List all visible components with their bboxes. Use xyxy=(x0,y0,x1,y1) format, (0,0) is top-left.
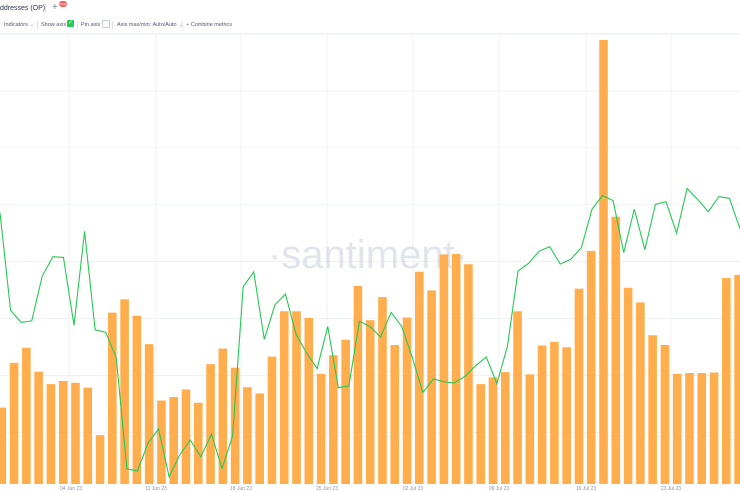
bar xyxy=(316,373,326,484)
checkmark-icon: ✓ xyxy=(67,20,74,26)
bar xyxy=(599,40,608,484)
chart-toolbar: Indicators ⌄ Show axis ✓ Pin axis Axis ma… xyxy=(0,17,740,34)
bar xyxy=(329,355,338,484)
combine-metrics-label: Combine metrics xyxy=(190,22,233,28)
bar xyxy=(22,347,31,484)
bar-series xyxy=(0,40,740,484)
toolbar-divider xyxy=(182,21,183,29)
bar xyxy=(415,271,424,484)
bar xyxy=(46,384,56,484)
metric-tab-bar: ddresses (OP) + NEW xyxy=(0,0,740,17)
bar xyxy=(108,312,117,484)
chevron-down-icon: ⌄ xyxy=(29,22,35,28)
axis-minmax-label: Axis max/min: Auto/Auto xyxy=(117,22,177,28)
bar xyxy=(34,371,43,484)
bar xyxy=(365,320,375,484)
bar xyxy=(672,373,682,484)
indicators-button[interactable]: Indicators ⌄ xyxy=(4,21,34,29)
bar xyxy=(648,335,657,484)
bar xyxy=(488,377,498,484)
x-tick-label: 25 Jun 23 xyxy=(316,486,338,492)
bar xyxy=(0,407,7,484)
bar xyxy=(513,311,522,484)
bar xyxy=(722,277,731,484)
toolbar-divider xyxy=(77,21,78,29)
x-tick-label: 04 Jun 23 xyxy=(60,486,82,492)
toolbar-divider xyxy=(37,21,38,29)
bar xyxy=(636,302,645,484)
bar xyxy=(58,380,68,484)
bar xyxy=(451,254,461,484)
add-metric-button[interactable]: + xyxy=(52,2,58,13)
new-badge: NEW xyxy=(59,1,67,7)
bar xyxy=(390,345,400,484)
bar xyxy=(574,288,584,484)
indicators-label: Indicators xyxy=(4,22,28,28)
bar xyxy=(734,274,740,484)
chevron-down-icon: ⌄ xyxy=(178,22,183,28)
x-tick-label: 23 Jul 23 xyxy=(661,486,682,492)
combine-icon: + xyxy=(186,22,190,28)
x-axis-ticks: 04 Jun 23 11 Jun 23 18 Jun 23 25 Jun 23 02 J… xyxy=(60,486,681,492)
bar xyxy=(83,387,93,484)
bar xyxy=(537,345,547,484)
axis-minmax-button[interactable]: Axis max/min: Auto/Auto ⌄ xyxy=(117,21,183,29)
bar xyxy=(660,345,670,484)
show-axis-label: Show axis xyxy=(41,22,67,28)
bar xyxy=(623,287,633,484)
metric-tab-label[interactable]: ddresses (OP) xyxy=(0,5,46,12)
bar xyxy=(685,373,694,484)
x-tick-label: 18 Jun 23 xyxy=(230,486,252,492)
bar xyxy=(144,344,154,484)
x-tick-label: 11 Jun 23 xyxy=(145,486,167,492)
x-tick-label: 02 Jul 23 xyxy=(403,486,424,492)
bar xyxy=(71,382,80,484)
bar xyxy=(353,285,363,484)
bar xyxy=(304,317,314,484)
bar xyxy=(9,362,19,484)
bar xyxy=(464,264,473,484)
bar xyxy=(230,367,240,484)
bar xyxy=(525,374,535,484)
bar xyxy=(279,311,289,484)
toolbar-divider xyxy=(112,21,113,29)
bar xyxy=(95,435,105,484)
bar xyxy=(181,389,191,484)
pin-axis-label: Pin axis xyxy=(81,22,101,28)
bar xyxy=(709,372,719,484)
bar xyxy=(243,387,252,484)
bar xyxy=(378,297,387,484)
bar xyxy=(439,254,449,484)
bar xyxy=(267,356,277,484)
bar xyxy=(550,341,559,484)
bar xyxy=(341,339,350,484)
bar xyxy=(402,317,412,484)
bar xyxy=(255,393,264,484)
tab-separator xyxy=(45,4,46,14)
bar xyxy=(697,373,707,484)
bar xyxy=(206,364,215,484)
bar xyxy=(169,396,179,484)
x-tick-label: 09 Jul 23 xyxy=(489,486,510,492)
bar xyxy=(586,250,596,484)
line-series xyxy=(0,187,740,479)
bar xyxy=(292,311,301,484)
pin-axis-checkbox[interactable] xyxy=(102,20,110,28)
bar xyxy=(611,216,621,484)
combine-metrics-button[interactable]: + Combine metrics xyxy=(186,21,232,29)
bar xyxy=(500,372,510,484)
bar xyxy=(427,290,436,484)
bar xyxy=(120,299,129,484)
bar xyxy=(132,315,142,484)
santiment-watermark: ·santiment· xyxy=(268,233,468,277)
x-tick-label: 16 Jul 23 xyxy=(576,486,597,492)
bar xyxy=(218,348,228,484)
bar xyxy=(562,347,571,484)
bar xyxy=(476,384,486,484)
bar xyxy=(193,402,203,484)
show-axis-checkbox[interactable]: ✓ xyxy=(67,20,74,27)
